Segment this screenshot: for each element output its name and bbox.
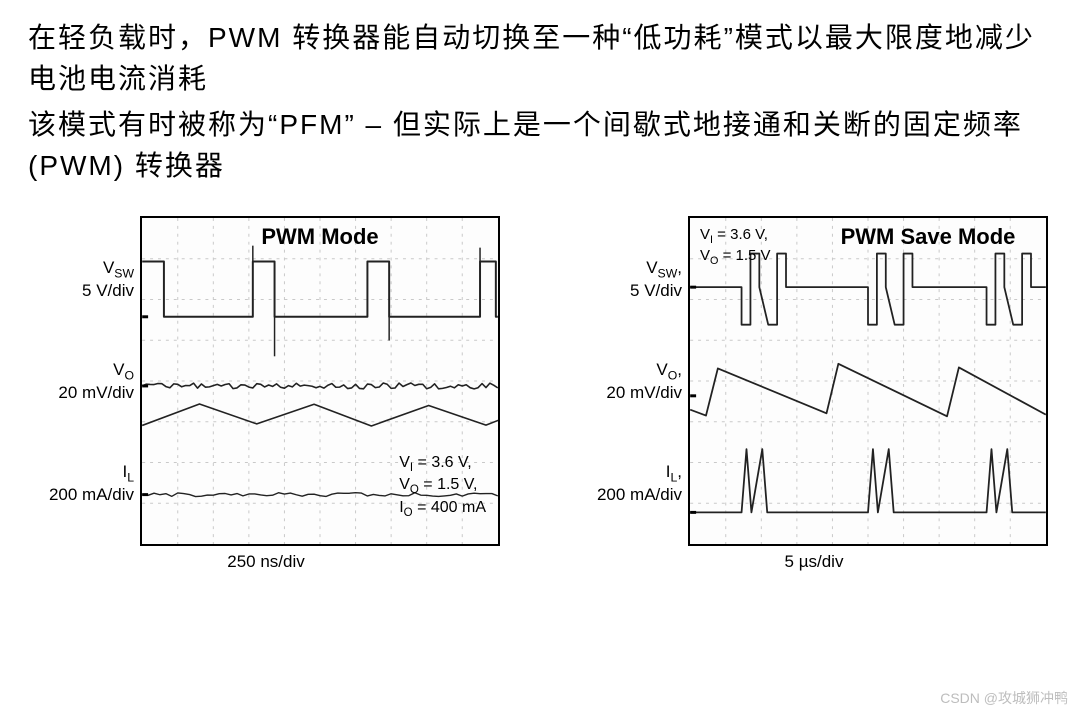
right-chart-area: VSW,5 V/div VO,20 mV/div IL,200 mA/div P… — [580, 216, 1048, 546]
right-corner: VI = 3.6 V,VO = 1.5 V — [700, 226, 771, 268]
left-ylabels: VSW5 V/div VO20 mV/div IL200 mA/div — [32, 216, 140, 546]
left-vsw-label: VSW5 V/div — [82, 258, 134, 300]
right-vo-label: VO,20 mV/div — [606, 360, 682, 402]
p1-q1: “ — [622, 22, 633, 53]
left-chart-area: VSW5 V/div VO20 mV/div IL200 mA/div PWM … — [32, 216, 500, 546]
right-ylabels: VSW,5 V/div VO,20 mV/div IL,200 mA/div — [580, 216, 688, 546]
p2-a: 该模式有时被称为 — [28, 109, 268, 140]
right-il-label: IL,200 mA/div — [597, 462, 682, 504]
scope-left: PWM Mode VI = 3.6 V,VO = 1.5 V,IO = 400 … — [140, 216, 500, 546]
p1-q2: ” — [724, 22, 735, 53]
right-xaxis: 5 µs/div — [785, 552, 844, 572]
p2-b: PFM — [279, 109, 344, 140]
paragraph-1: 在轻负载时，PWM 转换器能自动切换至一种“低功耗”模式以最大限度地减少电池电流… — [28, 18, 1052, 99]
charts-row: VSW5 V/div VO20 mV/div IL200 mA/div PWM … — [28, 216, 1052, 572]
left-chart: VSW5 V/div VO20 mV/div IL200 mA/div PWM … — [32, 216, 500, 572]
right-title: PWM Save Mode — [810, 224, 1046, 250]
left-il-label: IL200 mA/div — [49, 462, 134, 504]
left-conditions: VI = 3.6 V,VO = 1.5 V,IO = 400 mA — [399, 453, 486, 521]
left-title: PWM Mode — [142, 224, 498, 250]
p2-q1: “ — [268, 109, 279, 140]
p1-b: 低功耗 — [634, 22, 724, 53]
p2-q2: ” — [344, 109, 355, 140]
watermark: CSDN @攻城狮冲鸭 — [940, 688, 1068, 708]
left-vo-label: VO20 mV/div — [58, 360, 134, 402]
paragraph-2: 该模式有时被称为“PFM” – 但实际上是一个间歇式地接通和关断的固定频率 (P… — [28, 105, 1052, 186]
right-vsw-label: VSW,5 V/div — [630, 258, 682, 300]
left-xaxis: 250 ns/div — [227, 552, 305, 572]
p1-a: 在轻负载时，PWM 转换器能自动切换至一种 — [28, 22, 622, 53]
scope-right: PWM Save Mode VI = 3.6 V,VO = 1.5 V — [688, 216, 1048, 546]
right-chart: VSW,5 V/div VO,20 mV/div IL,200 mA/div P… — [580, 216, 1048, 572]
